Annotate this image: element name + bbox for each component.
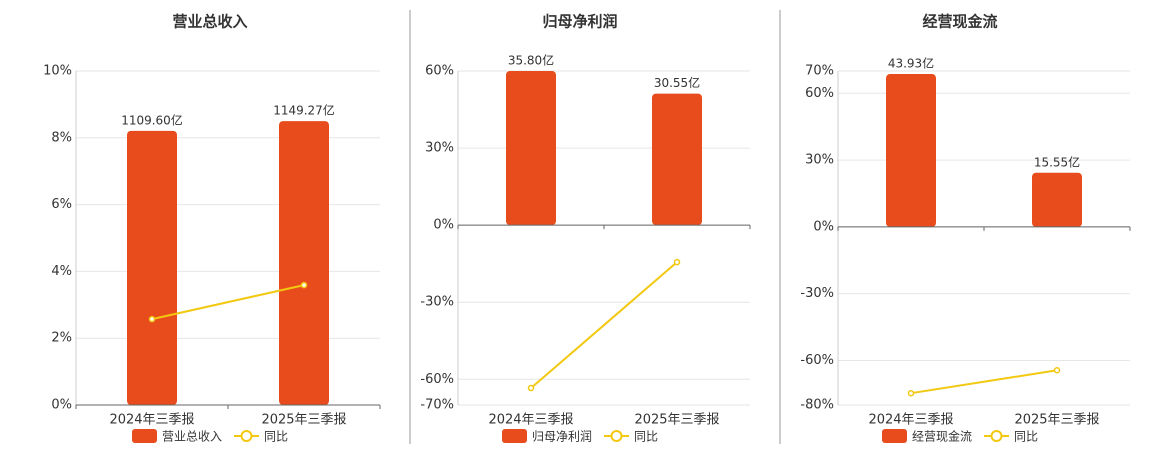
y-tick-label: 70% xyxy=(805,64,834,79)
y-tick-label: -80% xyxy=(800,398,834,413)
x-tick-label: 2025年三季报 xyxy=(261,413,346,428)
legend-swatch xyxy=(610,430,623,442)
legend-swatch xyxy=(240,430,253,442)
bar xyxy=(1032,172,1082,227)
y-tick-label: -30% xyxy=(420,295,454,310)
x-tick-label: 2025年三季报 xyxy=(1014,413,1099,428)
point xyxy=(148,315,156,323)
point xyxy=(907,389,915,397)
data-label: 43.93亿 xyxy=(888,56,934,71)
y-tick-label: 30% xyxy=(425,141,454,156)
data-label: 15.55亿 xyxy=(1034,154,1080,169)
legend-label: 归母净利润 xyxy=(532,430,592,444)
data-label: 1149.27亿 xyxy=(273,103,335,118)
legend-swatch xyxy=(990,430,1003,442)
legend-label: 营业总收入 xyxy=(162,430,222,444)
point xyxy=(1053,367,1061,374)
legend-swatch xyxy=(882,429,907,443)
y-tick-label: -70% xyxy=(420,398,454,413)
point xyxy=(300,281,308,289)
y-tick-label: 60% xyxy=(805,86,834,101)
bar xyxy=(506,71,556,226)
x-tick-label: 2024年三季报 xyxy=(868,413,953,428)
legend-swatch xyxy=(502,429,527,443)
bar xyxy=(127,130,177,405)
legend-label: 同比 xyxy=(264,430,288,444)
data-label: 30.55亿 xyxy=(654,75,700,90)
y-tick-label: 60% xyxy=(425,64,454,79)
y-tick-label: 10% xyxy=(43,64,72,79)
x-tick-label: 2024年三季报 xyxy=(488,413,573,428)
data-label: 1109.60亿 xyxy=(121,112,183,127)
bar xyxy=(279,121,329,406)
y-tick-label: 0% xyxy=(813,219,834,234)
x-tick-label: 2025年三季报 xyxy=(634,413,719,428)
y-tick-label: 30% xyxy=(805,153,834,168)
y-tick-label: 0% xyxy=(51,398,72,413)
y-tick-label: 8% xyxy=(51,130,72,145)
point xyxy=(673,258,681,266)
y-tick-label: 4% xyxy=(51,264,72,279)
y-tick-label: 6% xyxy=(51,197,72,212)
chart-title: 归母净利润 xyxy=(542,13,617,31)
line xyxy=(910,369,1058,395)
data-label: 35.80亿 xyxy=(508,53,554,68)
x-tick-label: 2024年三季报 xyxy=(109,413,194,428)
legend-label: 经营现金流 xyxy=(912,429,972,444)
y-tick-label: 0% xyxy=(433,218,454,233)
bar xyxy=(886,74,936,227)
legend-swatch xyxy=(132,429,157,443)
y-tick-label: 2% xyxy=(51,331,72,346)
legend-label: 同比 xyxy=(1014,430,1038,444)
line xyxy=(151,284,305,321)
chart-title: 经营现金流 xyxy=(922,13,997,31)
y-tick-label: -60% xyxy=(800,353,834,368)
line xyxy=(530,261,678,389)
y-tick-label: -30% xyxy=(800,286,834,301)
y-tick-label: -60% xyxy=(420,372,454,387)
legend-label: 同比 xyxy=(634,430,658,444)
point xyxy=(527,384,535,392)
chart-title: 营业总收入 xyxy=(172,13,247,31)
bar xyxy=(652,93,702,226)
